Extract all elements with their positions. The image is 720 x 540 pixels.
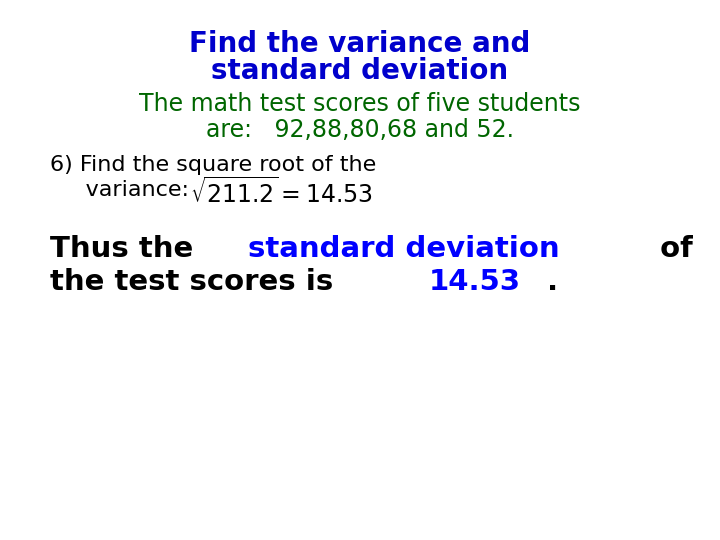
Text: 14.53: 14.53 (428, 268, 521, 296)
Text: .: . (547, 268, 559, 296)
Text: the test scores is: the test scores is (50, 268, 343, 296)
Text: $\sqrt{211.2} = 14.53$: $\sqrt{211.2} = 14.53$ (190, 177, 373, 207)
Text: standard deviation: standard deviation (248, 235, 559, 263)
Text: are:   92,88,80,68 and 52.: are: 92,88,80,68 and 52. (206, 118, 514, 142)
Text: variance:: variance: (50, 180, 196, 200)
Text: The math test scores of five students: The math test scores of five students (139, 92, 581, 116)
Text: standard deviation: standard deviation (212, 57, 508, 85)
Text: Thus the: Thus the (50, 235, 203, 263)
Text: of: of (650, 235, 693, 263)
Text: 6) Find the square root of the: 6) Find the square root of the (50, 155, 377, 175)
Text: Find the variance and: Find the variance and (189, 30, 531, 58)
